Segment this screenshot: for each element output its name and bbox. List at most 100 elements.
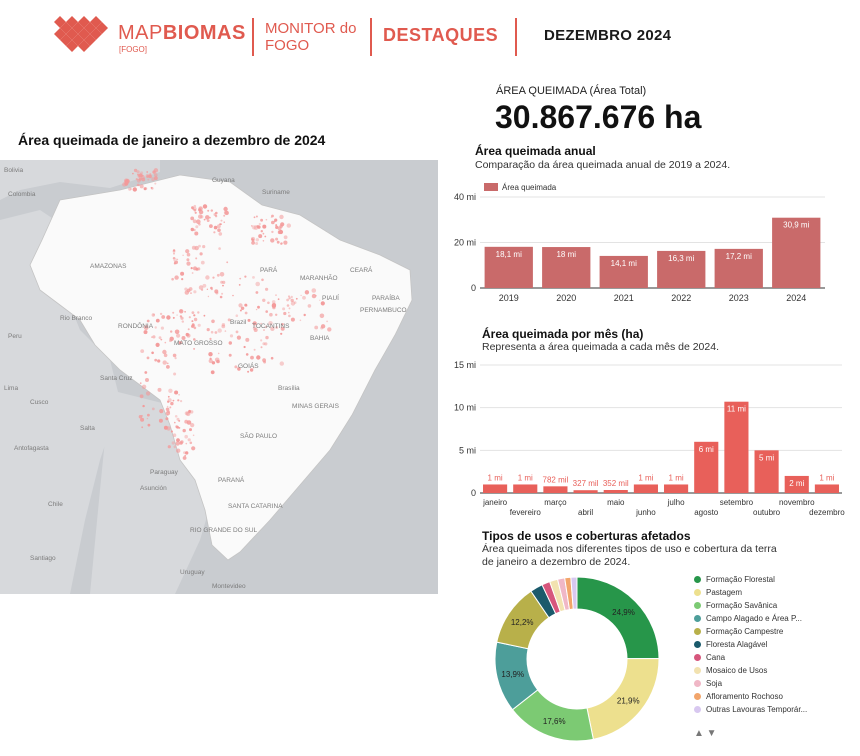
burn-spot xyxy=(209,224,213,228)
map-label: Paraguay xyxy=(150,469,179,476)
burn-spot xyxy=(283,240,288,245)
legend-item[interactable]: Soja xyxy=(694,679,722,692)
burn-spot xyxy=(260,218,263,222)
monthly-chart-title: Área queimada por mês (ha) xyxy=(482,327,644,341)
burn-spot xyxy=(265,335,269,340)
burn-spot xyxy=(193,290,197,294)
burn-spot xyxy=(154,358,158,362)
burn-spot xyxy=(176,448,181,453)
burn-spot xyxy=(210,286,213,290)
monthly-x-tick-label: setembro xyxy=(720,498,754,507)
monthly-bar xyxy=(814,484,839,493)
burn-spot xyxy=(186,288,191,293)
burn-spot xyxy=(190,267,193,270)
burn-spot xyxy=(164,341,167,344)
legend-item[interactable]: Floresta Alagável xyxy=(694,640,767,653)
burn-spot xyxy=(268,321,273,326)
burn-spot xyxy=(262,232,265,235)
burn-spot xyxy=(191,311,195,314)
legend-item[interactable]: Afloramento Rochoso xyxy=(694,692,783,705)
burn-spot xyxy=(166,365,170,369)
burn-spot xyxy=(262,224,267,229)
burn-spot xyxy=(184,454,187,457)
burn-spot xyxy=(255,281,260,287)
donut-data-label: 24,9% xyxy=(612,608,635,617)
burn-spot xyxy=(193,338,196,341)
burn-spot xyxy=(250,355,254,360)
map-label: MINAS GERAIS xyxy=(292,403,340,410)
legend-item[interactable]: Pastagem xyxy=(694,588,742,601)
annual-bar-chart: 0 20 mi 40 mi 18,1 mi 2019 18 mi 2020 14,1 mi 20… xyxy=(454,183,825,303)
burn-spot xyxy=(202,283,207,288)
legend-item[interactable]: Formação Florestal xyxy=(694,575,775,588)
header-divider xyxy=(515,18,517,56)
burn-spot xyxy=(195,257,198,260)
burn-spot xyxy=(170,430,173,433)
burn-spot xyxy=(166,405,169,408)
monthly-x-tick-label: março xyxy=(544,498,567,507)
monthly-x-tick-label: novembro xyxy=(779,498,815,507)
legend-swatch xyxy=(694,667,701,674)
burn-spot xyxy=(304,290,310,295)
annual-data-label: 18,1 mi xyxy=(496,250,522,259)
burn-spot xyxy=(234,365,238,369)
legend-swatch xyxy=(694,602,701,609)
legend-item[interactable]: Formação Campestre xyxy=(694,627,783,640)
burn-spot xyxy=(252,366,255,369)
burned-area-map[interactable]: Bolivia Colombia Rio Branco Peru Brazil … xyxy=(0,160,438,594)
burn-spot xyxy=(267,301,270,305)
legend-item[interactable]: Mosaico de Usos xyxy=(694,666,767,679)
section-title: DESTAQUES xyxy=(383,25,499,45)
burn-spot xyxy=(223,214,226,217)
burn-spot xyxy=(179,309,184,314)
legend-item[interactable]: Campo Alagado e Área P... xyxy=(694,614,802,627)
legend-item[interactable]: Cana xyxy=(694,653,725,666)
burn-spot xyxy=(283,311,287,316)
burn-spot xyxy=(151,351,154,355)
burn-spot xyxy=(275,237,279,241)
burn-spot xyxy=(208,358,213,364)
burn-spot xyxy=(159,409,164,414)
legend-item[interactable]: Outras Lavouras Temporár... xyxy=(694,705,807,718)
burn-spot xyxy=(258,234,263,239)
burn-spot xyxy=(224,210,229,216)
burn-spot xyxy=(218,247,221,250)
header-divider xyxy=(370,18,372,56)
monthly-bar xyxy=(603,489,628,493)
map-label: Salta xyxy=(80,425,95,432)
burn-spot xyxy=(144,371,148,374)
burn-spot xyxy=(193,314,196,317)
burn-spot xyxy=(251,241,256,245)
burn-spot xyxy=(270,326,275,331)
burn-spot xyxy=(189,428,192,432)
burn-spot xyxy=(152,335,156,339)
burn-spot xyxy=(288,314,291,318)
burn-spot xyxy=(190,292,192,294)
burn-spot xyxy=(265,218,268,221)
burn-spot xyxy=(302,295,306,300)
burn-spot xyxy=(154,176,158,181)
burn-spot xyxy=(173,372,177,376)
burn-spot xyxy=(299,319,302,322)
monthly-data-label: 1 mi xyxy=(488,473,503,482)
legend-pager[interactable]: ▲ ▼ xyxy=(694,728,717,739)
burn-spot xyxy=(280,332,283,335)
burn-spot xyxy=(185,442,188,445)
legend-swatch xyxy=(694,654,701,661)
burn-spot xyxy=(163,353,168,358)
burn-spot xyxy=(167,395,170,398)
burn-spot xyxy=(214,331,218,334)
burn-spot xyxy=(270,238,275,243)
burn-spot xyxy=(264,342,268,346)
legend-item[interactable]: Formação Savânica xyxy=(694,601,777,614)
annual-x-tick-label: 2021 xyxy=(614,293,634,303)
map-label: Suriname xyxy=(262,189,290,196)
burn-spot xyxy=(139,382,142,385)
burn-spot xyxy=(224,330,227,332)
burn-spot xyxy=(154,182,157,185)
burn-spot xyxy=(190,410,194,414)
burn-spot xyxy=(221,324,226,329)
burn-spot xyxy=(191,446,196,451)
map-label: SANTA CATARINA xyxy=(228,503,283,510)
monthly-x-tick-label: maio xyxy=(607,498,625,507)
